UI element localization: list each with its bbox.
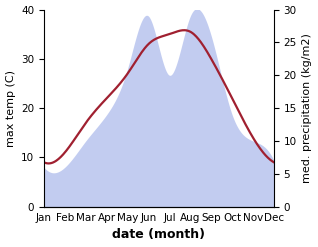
Y-axis label: max temp (C): max temp (C) xyxy=(5,70,16,147)
X-axis label: date (month): date (month) xyxy=(113,228,205,242)
Y-axis label: med. precipitation (kg/m2): med. precipitation (kg/m2) xyxy=(302,33,313,183)
